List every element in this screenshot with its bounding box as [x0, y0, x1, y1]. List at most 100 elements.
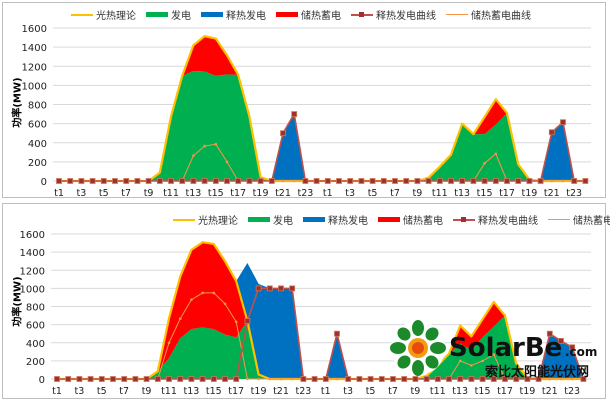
x-tick-label: t17: [230, 188, 246, 199]
storage-curve-point: [281, 179, 285, 183]
release-curve-point: [302, 178, 309, 184]
release-curve-point: [345, 376, 352, 382]
y-tick-label: 400: [26, 339, 45, 350]
x-tick-label: t13: [452, 386, 468, 397]
storage-curve-point: [279, 377, 283, 381]
y-tick-label: 1600: [20, 230, 45, 241]
legend-item-theory: 光热理论: [71, 7, 136, 22]
x-tick-label: t7: [390, 188, 400, 199]
x-tick-label: t23: [297, 188, 313, 199]
release-curve-point: [334, 330, 340, 337]
release-curve-point: [347, 178, 354, 184]
legend-line-icon: [446, 14, 468, 15]
y-tick-label: 400: [28, 139, 47, 150]
y-tick-label: 1400: [22, 43, 47, 54]
storage-curve-point: [257, 377, 260, 381]
storage-curve-point: [494, 152, 498, 156]
release-curve-point: [110, 376, 116, 382]
x-tick-label: t19: [521, 188, 537, 199]
release-curve-point: [448, 178, 454, 184]
release-curve-point: [582, 178, 589, 184]
release-curve-point: [313, 178, 320, 184]
y-tick-label: 200: [28, 158, 47, 169]
x-tick-label: t7: [121, 188, 131, 199]
x-tick-label: t9: [411, 386, 421, 397]
release-curve-point: [56, 178, 62, 184]
y-tick-label: 800: [26, 303, 45, 314]
x-tick-label: t1: [54, 188, 64, 199]
storage-curve-point: [246, 377, 249, 381]
y-tick-label: 1600: [22, 24, 47, 35]
release-curve-point: [468, 376, 475, 382]
legend-label: 发电: [171, 11, 191, 22]
release-curve-point: [67, 178, 74, 184]
release-curve-point: [446, 376, 452, 382]
x-tick-label: t3: [343, 386, 353, 397]
x-tick-label: t17: [228, 386, 244, 397]
storage-curve-point: [192, 154, 195, 157]
storage-curve-point: [234, 320, 238, 324]
release-curve-point: [222, 376, 228, 382]
storage-curve-point: [492, 353, 496, 356]
legend-label: 发电: [273, 216, 293, 227]
storage-curve-point: [458, 359, 462, 363]
release-curve-point: [526, 178, 533, 184]
y-tick-label: 1400: [20, 248, 45, 259]
release-curve-point: [235, 178, 242, 184]
release-curve-point: [548, 129, 555, 136]
x-tick-label: t21: [275, 188, 291, 199]
release-curve-point: [100, 178, 107, 184]
y-tick-label: 1200: [22, 62, 47, 73]
x-tick-label: t11: [163, 188, 179, 199]
release-curve-point: [369, 178, 376, 184]
legend-item-storage-curve: 储热蓄电曲线: [548, 212, 610, 227]
storage-curve-point: [178, 317, 182, 321]
storage-curve-point: [570, 377, 574, 381]
release-curve-point: [98, 376, 105, 382]
release-curve-point: [336, 178, 342, 184]
release-curve-point: [199, 376, 206, 382]
chart-top-plot: 0 200 400 600 800 1000 1200 1400 1600 t1 t3 t5 t7 t9 t…: [22, 24, 591, 199]
release-curve-point: [535, 376, 542, 382]
storage-curve-point: [335, 377, 339, 381]
storage-curve-point: [212, 291, 216, 295]
y-tick-label: 600: [26, 321, 45, 332]
legend-label: 储热蓄电曲线: [471, 11, 531, 22]
release-curve-point: [121, 376, 128, 382]
storage-curve-point: [559, 377, 563, 381]
release-curve-point: [457, 376, 464, 382]
legend-label: 光热理论: [198, 216, 238, 227]
storage-curve-point: [481, 359, 484, 363]
x-tick-label: t17: [497, 386, 513, 397]
release-curve-point: [378, 376, 385, 382]
release-curve-point: [54, 376, 60, 382]
solarbe-watermark-logo: SolarBe .com 索比太阳能光伏网: [390, 320, 597, 380]
release-curve-point: [558, 338, 564, 344]
legend-item-release-curve: 释热发电曲线: [453, 212, 538, 227]
storage-curve-point: [290, 377, 294, 381]
x-tick-label: t11: [161, 386, 177, 397]
legend-item-storage-curve: 储热蓄电曲线: [446, 7, 531, 22]
chart-bottom: 0 200 400 600 800 1000 1200 1400 1600 t1 t3 t5 t7 t9 t…: [2, 203, 610, 399]
storage-curve-point: [225, 160, 229, 164]
y-tick-label: 1000: [22, 81, 47, 92]
release-curve-point: [145, 178, 152, 184]
storage-curve-point: [470, 364, 473, 367]
x-tick-label: t3: [345, 188, 355, 199]
storage-curve-point: [548, 377, 552, 381]
x-tick-label: t1: [321, 386, 331, 397]
legend-item-storage: 储热蓄电: [378, 212, 443, 227]
storage-curve-point: [201, 291, 204, 295]
generation-area: [59, 71, 586, 181]
legend-swatch-icon: [201, 12, 223, 17]
flower-logo-icon: [390, 320, 446, 376]
release-curve-point: [423, 376, 430, 382]
storage-area: [57, 242, 584, 379]
release-curve-point: [190, 178, 197, 184]
release-curve-point: [168, 178, 174, 184]
release-curve-point: [569, 344, 576, 351]
storage-curve-point: [223, 302, 227, 306]
y-tick-label: 600: [28, 120, 47, 131]
x-tick-label: t13: [185, 188, 201, 199]
release-curve-point: [156, 178, 163, 184]
